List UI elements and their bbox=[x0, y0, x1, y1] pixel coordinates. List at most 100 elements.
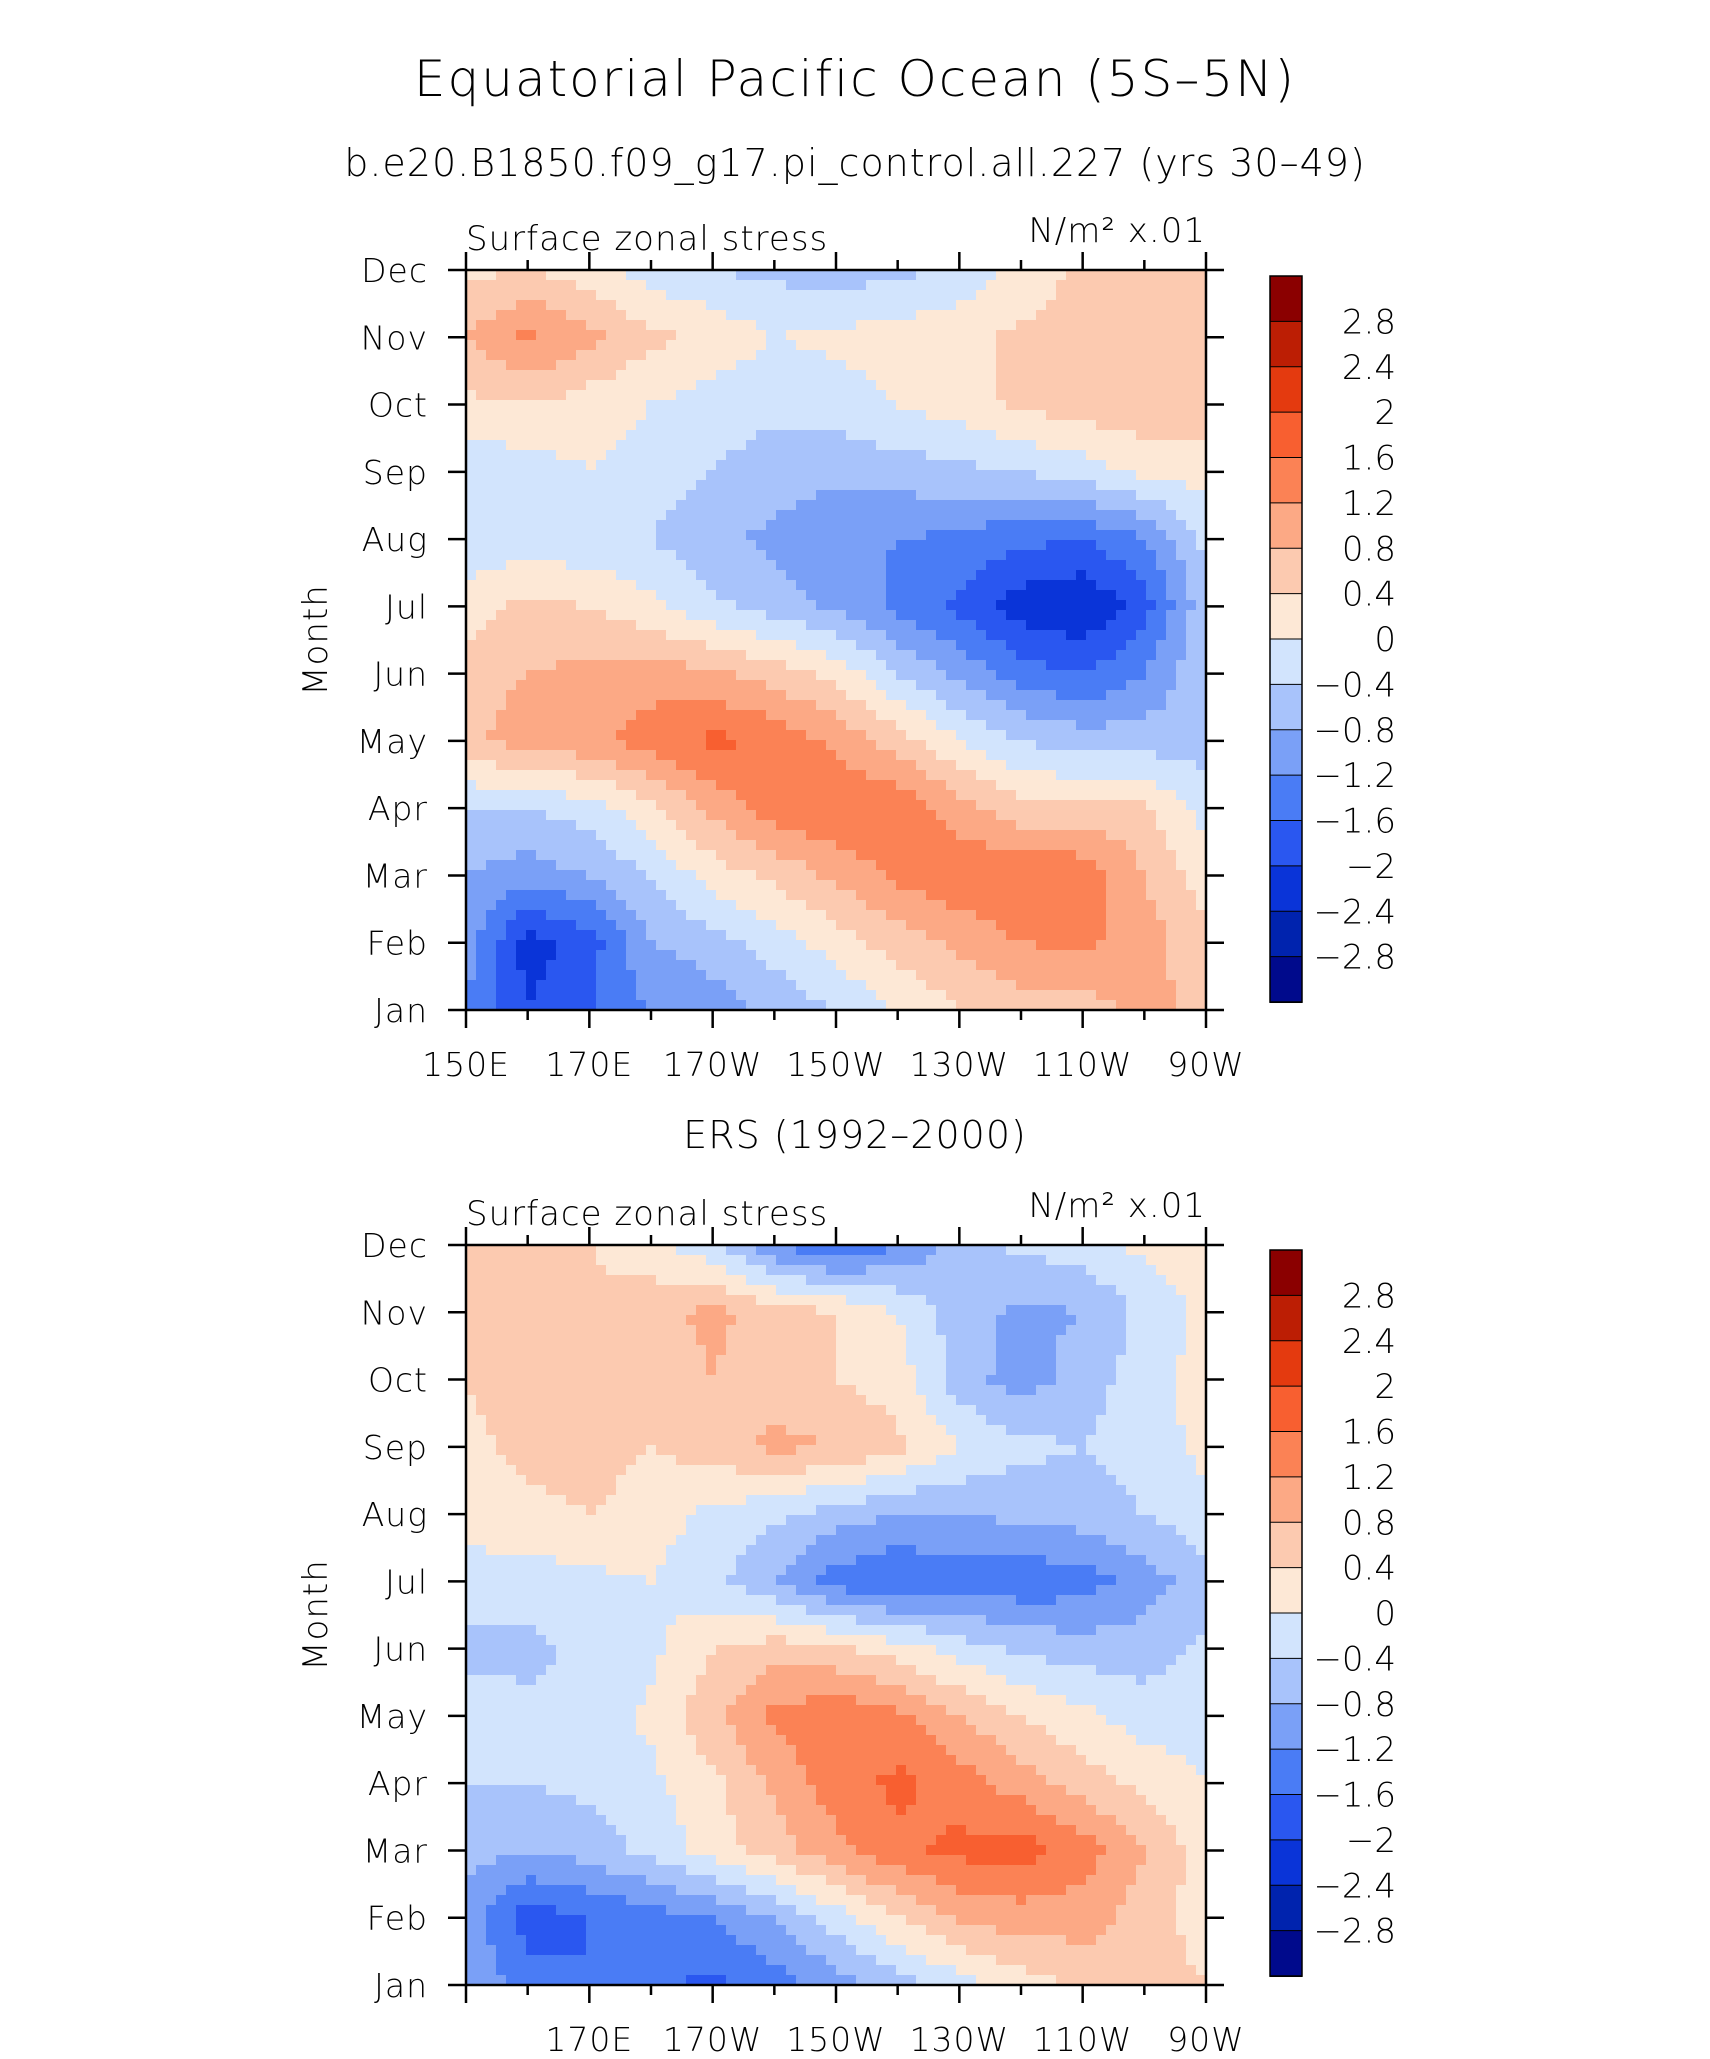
contour-cell bbox=[496, 910, 507, 921]
contour-cell bbox=[826, 280, 837, 291]
contour-cell bbox=[666, 270, 677, 281]
contour-cell bbox=[816, 450, 827, 461]
contour-cell bbox=[626, 420, 637, 431]
contour-cell bbox=[1006, 740, 1017, 751]
contour-cell bbox=[876, 820, 887, 831]
contour-cell bbox=[596, 410, 607, 421]
contour-cell bbox=[766, 590, 777, 601]
contour-cell bbox=[966, 650, 977, 661]
contour-cell bbox=[796, 450, 807, 461]
contour-cell bbox=[576, 680, 587, 691]
contour-cell bbox=[466, 280, 477, 291]
contour-cell bbox=[676, 690, 687, 701]
contour-cell bbox=[816, 760, 827, 771]
contour-cell bbox=[616, 300, 627, 311]
contour-cell bbox=[1016, 890, 1027, 901]
contour-cell bbox=[996, 310, 1007, 321]
contour-cell bbox=[986, 350, 997, 361]
contour-cell bbox=[846, 310, 857, 321]
contour-cell bbox=[626, 390, 637, 401]
contour-cell bbox=[626, 520, 637, 531]
contour-cell bbox=[826, 270, 837, 281]
contour-cell bbox=[626, 540, 637, 551]
contour-cell bbox=[986, 800, 997, 811]
contour-cell bbox=[1006, 680, 1017, 691]
contour-cell bbox=[1136, 790, 1147, 801]
contour-cell bbox=[716, 740, 727, 751]
contour-cell bbox=[516, 320, 527, 331]
contour-cell bbox=[1116, 760, 1127, 771]
contour-cell bbox=[1076, 620, 1087, 631]
contour-cell bbox=[1046, 920, 1057, 931]
contour-cell bbox=[1056, 600, 1067, 611]
contour-cell bbox=[906, 350, 917, 361]
contour-cell bbox=[546, 620, 557, 631]
contour-cell bbox=[976, 670, 987, 681]
contour-cell bbox=[1106, 520, 1117, 531]
contour-cell bbox=[986, 640, 997, 651]
contour-cell bbox=[826, 500, 837, 511]
contour-cell bbox=[1156, 850, 1167, 861]
contour-cell bbox=[746, 830, 757, 841]
contour-cell bbox=[686, 790, 697, 801]
contour-cell bbox=[1046, 520, 1057, 531]
contour-cell bbox=[1006, 310, 1017, 321]
contour-cell bbox=[936, 320, 947, 331]
contour-cell bbox=[1086, 850, 1097, 861]
contour-cell bbox=[836, 630, 847, 641]
contour-cell bbox=[776, 280, 787, 291]
contour-cell bbox=[806, 920, 817, 931]
contour-cell bbox=[1096, 420, 1107, 431]
contour-cell bbox=[766, 730, 777, 741]
contour-cell bbox=[1016, 480, 1027, 491]
contour-cell bbox=[646, 900, 657, 911]
contour-cell bbox=[1026, 620, 1037, 631]
contour-cell bbox=[1176, 500, 1187, 511]
contour-cell bbox=[636, 730, 647, 741]
contour-cell bbox=[566, 790, 577, 801]
contour-cell bbox=[686, 470, 697, 481]
contour-cell bbox=[696, 470, 707, 481]
contour-cell bbox=[1046, 280, 1057, 291]
contour-cell bbox=[1066, 680, 1077, 691]
contour-cell bbox=[716, 830, 727, 841]
contour-cell bbox=[706, 830, 717, 841]
contour-cell bbox=[506, 820, 517, 831]
contour-cell bbox=[1116, 750, 1127, 761]
contour-cell bbox=[1096, 360, 1107, 371]
contour-cell bbox=[986, 860, 997, 871]
contour-cell bbox=[566, 690, 577, 701]
contour-cell bbox=[896, 870, 907, 881]
contour-cell bbox=[1186, 530, 1197, 541]
contour-cell bbox=[1066, 790, 1077, 801]
contour-cell bbox=[966, 470, 977, 481]
contour-cell bbox=[916, 460, 927, 471]
contour-cell bbox=[536, 790, 547, 801]
contour-cell bbox=[636, 740, 647, 751]
contour-cell bbox=[606, 640, 617, 651]
contour-cell bbox=[746, 490, 757, 501]
contour-cell bbox=[556, 410, 567, 421]
contour-cell bbox=[1076, 770, 1087, 781]
contour-cell bbox=[1096, 340, 1107, 351]
contour-cell bbox=[1056, 400, 1067, 411]
contour-cell bbox=[646, 520, 657, 531]
contour-cell bbox=[1056, 890, 1067, 901]
contour-cell bbox=[556, 900, 567, 911]
contour-cell bbox=[1196, 600, 1207, 611]
contour-cell bbox=[646, 320, 657, 331]
contour-cell bbox=[1036, 480, 1047, 491]
contour-cell bbox=[686, 830, 697, 841]
contour-cell bbox=[1186, 480, 1197, 491]
contour-cell bbox=[686, 910, 697, 921]
contour-cell bbox=[1106, 740, 1117, 751]
contour-cell bbox=[466, 800, 477, 811]
contour-cell bbox=[586, 620, 597, 631]
contour-cell bbox=[706, 550, 717, 561]
contour-cell bbox=[1016, 370, 1027, 381]
contour-cell bbox=[1166, 340, 1177, 351]
contour-cell bbox=[826, 290, 837, 301]
contour-cell bbox=[636, 310, 647, 321]
contour-cell bbox=[906, 860, 917, 871]
contour-cell bbox=[496, 340, 507, 351]
